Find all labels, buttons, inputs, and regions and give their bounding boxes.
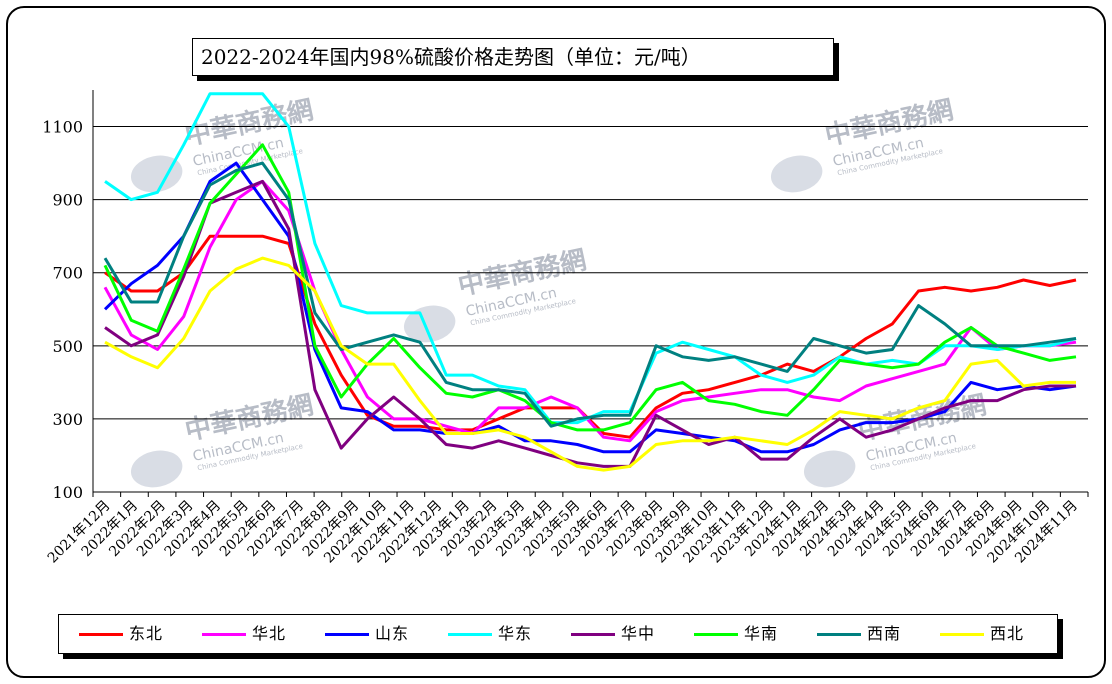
y-tick-label: 300 [52,410,83,429]
legend-label: 华北 [252,624,287,643]
legend-swatch [202,633,246,636]
legend-label: 西南 [867,624,902,643]
legend-label: 东北 [129,624,164,643]
legend-swatch [694,633,738,636]
y-tick-label: 500 [52,337,83,356]
watermark-globe-icon [770,155,823,193]
series-line-华中 [104,179,1076,468]
y-tick-label: 700 [52,264,83,283]
legend-label: 华东 [498,624,533,643]
legend-label: 华中 [621,624,656,643]
legend-swatch [448,633,492,636]
legend: 东北 华北 山东 华东 华中 华南 西南 西北 [58,614,1058,654]
legend-label: 山东 [375,624,410,643]
chart-frame [6,6,1106,678]
watermark-globe-icon [130,155,183,193]
legend-label: 西北 [990,624,1025,643]
legend-swatch [325,633,369,636]
legend-label: 华南 [744,624,779,643]
y-tick-label: 100 [52,483,83,502]
series-line-西北 [104,256,1076,472]
watermark-globe-icon [130,450,183,488]
watermark-globe-icon [403,305,456,343]
series-line-西南 [103,161,1077,428]
legend-swatch [817,633,861,636]
legend-swatch [571,633,615,636]
legend-swatch [79,633,123,636]
y-tick-label: 900 [52,191,83,210]
series-line-华南 [103,143,1077,432]
y-tick-label: 1100 [42,118,83,137]
watermark-globe-icon [803,450,856,488]
chart-title: 2022-2024年国内98%硫酸价格走势图（单位：元/吨） [192,38,834,76]
legend-swatch [940,633,984,636]
